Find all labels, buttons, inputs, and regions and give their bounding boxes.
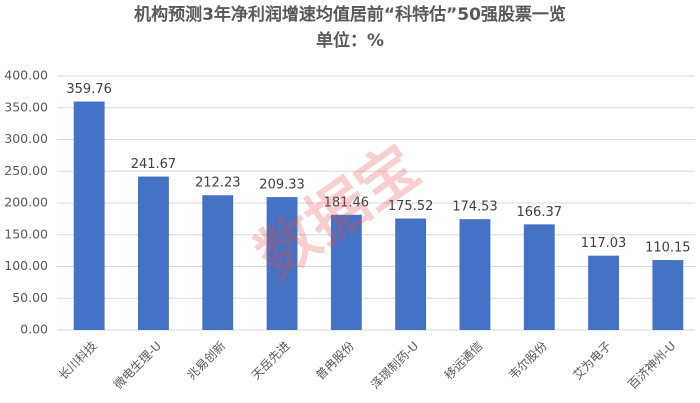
value-label: 110.15 xyxy=(645,241,691,256)
x-tick-label: 长川科技 xyxy=(56,339,100,383)
x-tick-label: 天岳先进 xyxy=(249,339,293,383)
value-label: 359.76 xyxy=(66,82,112,97)
bar xyxy=(395,218,427,330)
x-tick-label: 普冉股份 xyxy=(313,339,357,383)
bar xyxy=(73,101,105,330)
x-tick-label: 韦尔股份 xyxy=(505,338,550,383)
chart-title: 机构预测3年净利润增速均值居前“科特估”50强股票一览 xyxy=(134,4,566,25)
value-label: 241.67 xyxy=(131,157,177,172)
chart-subtitle: 单位：% xyxy=(316,30,384,51)
bar xyxy=(266,197,298,330)
x-tick-label: 百济神州-U xyxy=(625,338,679,392)
value-label: 209.33 xyxy=(259,178,305,193)
bar xyxy=(138,176,169,330)
value-label: 181.46 xyxy=(324,195,370,210)
bar xyxy=(330,214,362,330)
y-tick-label: 300.00 xyxy=(4,131,48,146)
value-label: 175.52 xyxy=(388,199,434,214)
x-tick-label: 艾为电子 xyxy=(570,339,614,383)
value-label: 174.53 xyxy=(452,200,498,215)
bar xyxy=(202,195,234,330)
y-tick-label: 350.00 xyxy=(4,99,48,114)
y-tick-label: 150.00 xyxy=(4,226,48,241)
y-tick-label: 250.00 xyxy=(4,163,48,178)
y-tick-label: 0.00 xyxy=(20,322,48,337)
x-tick-label: 泽璟制药-U xyxy=(368,339,421,392)
bar xyxy=(588,255,619,330)
y-tick-label: 50.00 xyxy=(12,290,48,305)
value-label: 117.03 xyxy=(581,236,627,251)
bar xyxy=(523,224,555,330)
value-label: 166.37 xyxy=(517,205,563,220)
x-tick-label: 微电生理-U xyxy=(111,339,164,392)
bar xyxy=(459,219,491,330)
bar xyxy=(652,260,684,330)
x-tick-label: 兆易创新 xyxy=(184,338,229,383)
x-tick-label: 移远通信 xyxy=(442,339,486,383)
y-tick-label: 100.00 xyxy=(4,258,48,273)
y-tick-label: 200.00 xyxy=(4,195,48,210)
y-tick-label: 400.00 xyxy=(4,68,48,83)
value-label: 212.23 xyxy=(195,176,241,191)
